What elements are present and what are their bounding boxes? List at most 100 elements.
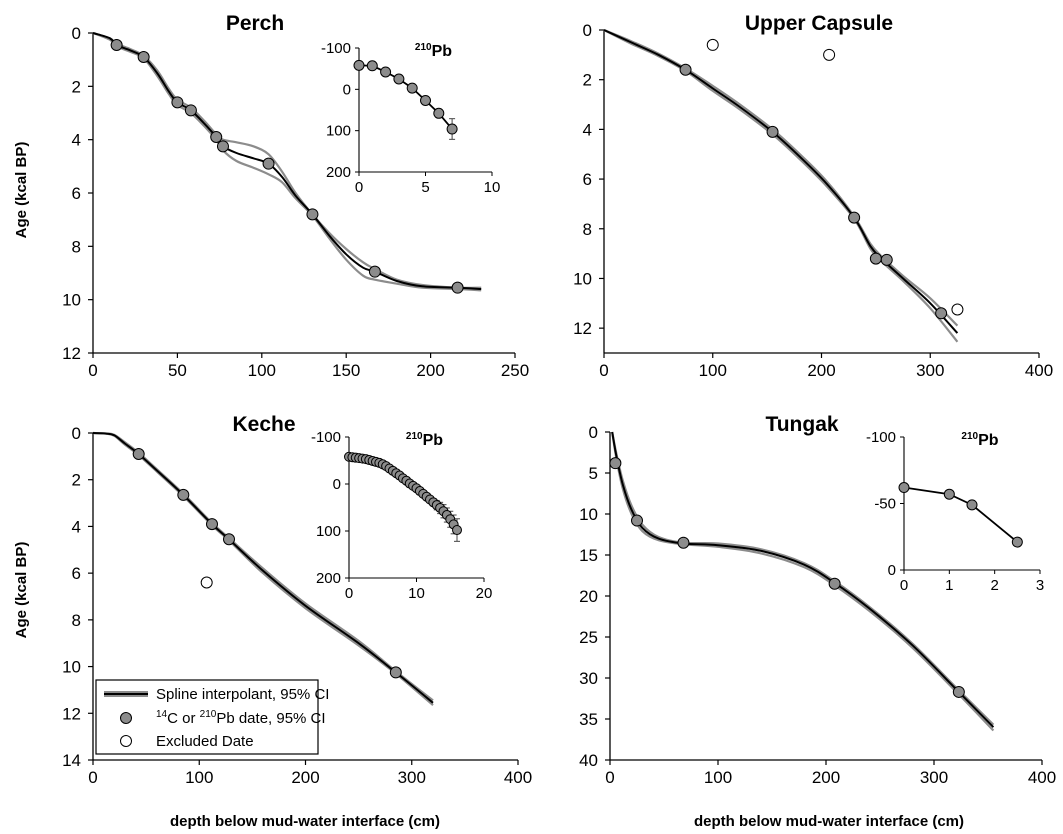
date-point bbox=[677, 536, 690, 549]
spline-line bbox=[92, 32, 482, 290]
x-tick-label: 400 bbox=[1025, 361, 1053, 380]
pb210-inset: 0 5 10 -100 0 100 200 210Pb bbox=[321, 40, 500, 196]
date-point bbox=[262, 157, 275, 170]
y-tick-label: 6 bbox=[72, 184, 81, 203]
inset-pb210-point bbox=[898, 482, 910, 494]
inset-x-tick-label: 0 bbox=[355, 179, 363, 196]
date-point bbox=[766, 125, 779, 138]
x-tick-label: 400 bbox=[504, 768, 532, 787]
inset-pb210-point bbox=[966, 499, 978, 511]
excluded-date-point bbox=[200, 576, 213, 589]
date-point bbox=[848, 211, 861, 224]
y-tick-label: 4 bbox=[583, 120, 592, 139]
inset-series-line bbox=[358, 64, 453, 130]
y-tick-label: 25 bbox=[579, 628, 598, 647]
y-tick-label: 40 bbox=[579, 751, 598, 770]
y-tick-label: 8 bbox=[72, 611, 81, 630]
inset-title-main: Pb bbox=[432, 43, 453, 60]
y-axis-label-bottom: Age (kcal BP) bbox=[13, 542, 30, 639]
x-tick-label: 100 bbox=[185, 768, 213, 787]
panel-title: Upper Capsule bbox=[745, 12, 893, 35]
pb210-inset: 0 10 20 -100 0 100 200 210Pb bbox=[311, 429, 492, 602]
perch-panel: 0 50 100 150 200 250 0 2 4 6 8 10 12 Perch 0 5 10 -100 0 10… bbox=[62, 12, 529, 380]
y-axis-label-top: Age (kcal BP) bbox=[13, 142, 30, 239]
date-point bbox=[306, 208, 319, 221]
date-point bbox=[609, 457, 622, 470]
y-tick-label: 4 bbox=[72, 517, 81, 536]
inset-title: 210Pb bbox=[415, 42, 452, 60]
legend-date-sup2: 210 bbox=[200, 709, 217, 720]
inset-y-tick-label: 100 bbox=[316, 523, 341, 540]
inset-pb210-point bbox=[446, 123, 458, 135]
inset-y-tick-label: -100 bbox=[321, 40, 351, 57]
inset-x-tick-label: 10 bbox=[484, 179, 501, 196]
date-point bbox=[110, 39, 123, 51]
legend: Spline interpolant, 95% CI 14C or 210Pb … bbox=[95, 679, 329, 755]
date-point bbox=[171, 96, 184, 109]
inset-title-sup: 210 bbox=[961, 431, 978, 442]
x-axis-label-left: depth below mud-water interface (cm) bbox=[170, 813, 440, 830]
ci-lower-line bbox=[92, 31, 482, 292]
y-tick-label: 12 bbox=[62, 344, 81, 363]
inset-y-tick-label: -100 bbox=[311, 429, 341, 446]
date-point bbox=[631, 514, 643, 527]
y-tick-label: 2 bbox=[583, 71, 592, 90]
legend-date-marker bbox=[120, 712, 132, 724]
date-point bbox=[223, 533, 235, 546]
excluded-date-point bbox=[823, 48, 836, 61]
inset-x-tick-label: 5 bbox=[421, 179, 429, 196]
spline-line bbox=[603, 29, 959, 334]
panel-title: Tungak bbox=[765, 413, 838, 436]
x-tick-label: 100 bbox=[704, 768, 732, 787]
y-tick-label: 14 bbox=[62, 751, 81, 770]
y-tick-label: 10 bbox=[62, 658, 81, 677]
y-tick-label: 0 bbox=[72, 24, 81, 43]
x-tick-label: 150 bbox=[332, 361, 360, 380]
y-tick-label: 2 bbox=[72, 471, 81, 490]
y-tick-label: 0 bbox=[72, 424, 81, 443]
x-tick-label: 200 bbox=[807, 361, 835, 380]
y-tick-label: 4 bbox=[72, 131, 81, 150]
ci-upper-line bbox=[92, 31, 482, 289]
inset-pb210-point bbox=[393, 73, 405, 85]
legend-date-label: 14C or 210Pb date, 95% CI bbox=[156, 709, 326, 727]
y-tick-label: 35 bbox=[579, 710, 598, 729]
date-point bbox=[216, 140, 229, 153]
spline-line bbox=[92, 432, 434, 704]
y-tick-label: 5 bbox=[589, 464, 598, 483]
inset-y-tick-label: 0 bbox=[343, 81, 351, 98]
x-tick-label: 100 bbox=[699, 361, 727, 380]
y-tick-label: 10 bbox=[573, 269, 592, 288]
tungak-panel: 0 100 200 300 400 0 5 10 15 20 25 30 35 40 Tungak 0 1 2 3 -… bbox=[579, 413, 1056, 787]
ci-lower-line bbox=[611, 431, 995, 732]
inset-pb210-point bbox=[943, 488, 955, 500]
inset-y-tick-label: -100 bbox=[866, 429, 896, 446]
inset-pb210-point bbox=[366, 60, 378, 72]
inset-pb210-point bbox=[353, 59, 365, 71]
y-tick-label: 8 bbox=[583, 220, 592, 239]
excluded-date-point bbox=[951, 303, 964, 316]
panel-title: Perch bbox=[226, 12, 284, 35]
date-point bbox=[880, 253, 893, 266]
y-tick-label: 12 bbox=[573, 319, 592, 338]
inset-y-tick-label: -50 bbox=[874, 496, 896, 513]
inset-pb210-point bbox=[1011, 536, 1023, 548]
x-tick-label: 400 bbox=[1028, 768, 1056, 787]
y-tick-label: 0 bbox=[583, 21, 592, 40]
inset-x-tick-label: 0 bbox=[900, 577, 908, 594]
date-point bbox=[137, 51, 150, 63]
pb210-inset: 0 1 2 3 -100 -50 0 210Pb bbox=[866, 429, 1044, 594]
inset-x-tick-label: 2 bbox=[990, 577, 998, 594]
inset-title: 210Pb bbox=[961, 431, 998, 449]
inset-x-tick-label: 1 bbox=[945, 577, 953, 594]
y-tick-label: 10 bbox=[62, 291, 81, 310]
legend-date-sup1: 14 bbox=[156, 709, 168, 720]
x-tick-label: 250 bbox=[501, 361, 529, 380]
x-tick-label: 300 bbox=[398, 768, 426, 787]
inset-y-tick-label: 200 bbox=[326, 164, 351, 181]
y-tick-label: 8 bbox=[72, 237, 81, 256]
inset-y-tick-label: 100 bbox=[326, 123, 351, 140]
panel-title: Keche bbox=[232, 413, 295, 436]
inset-title-sup: 210 bbox=[406, 431, 423, 442]
